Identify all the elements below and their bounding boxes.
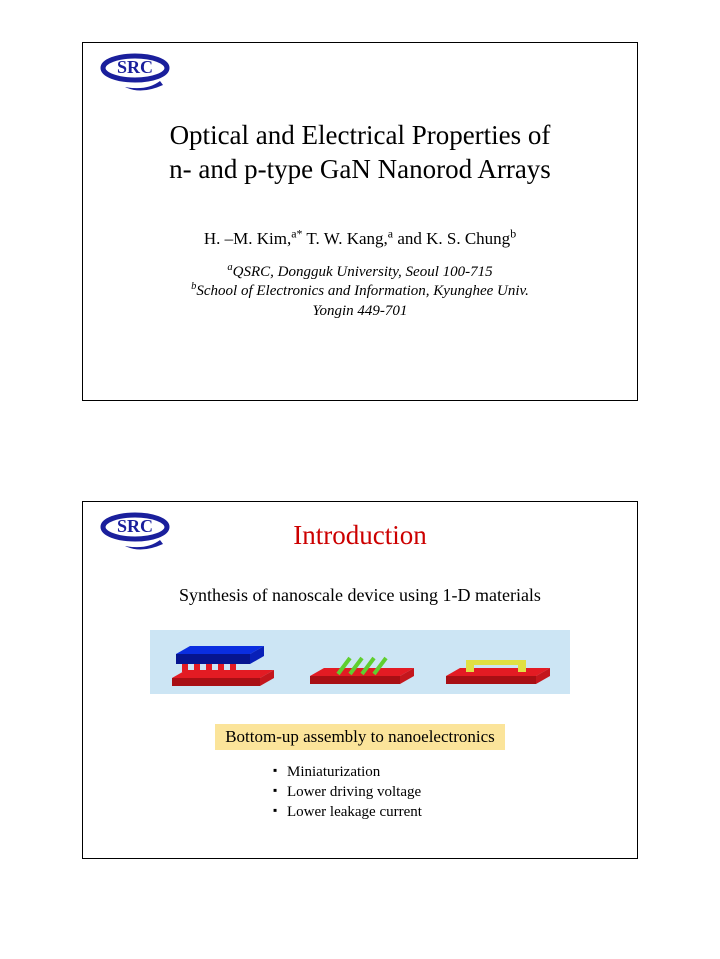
device-diagram-2 (300, 634, 420, 690)
title-line1: Optical and Electrical Properties of (170, 120, 551, 150)
slide2-subtitle: Synthesis of nanoscale device using 1-D … (83, 585, 637, 606)
bullet-item: Lower driving voltage (273, 782, 637, 802)
bullet-item: Lower leakage current (273, 802, 637, 822)
slide1-title: Optical and Electrical Properties of n- … (83, 119, 637, 187)
src-logo: SRC (97, 510, 185, 552)
device-diagram-3 (436, 634, 556, 690)
slide1-affiliations: aQSRC, Dongguk University, Seoul 100-715… (83, 263, 637, 322)
bullet-item: Miniaturization (273, 762, 637, 782)
device-diagram-1 (164, 634, 284, 690)
bullet-list: Miniaturization Lower driving voltage Lo… (273, 762, 637, 823)
highlight-box: Bottom-up assembly to nanoelectronics (215, 724, 505, 750)
slide1-authors: H. –M. Kim,a* T. W. Kang,a and K. S. Chu… (83, 229, 637, 249)
device-diagram-strip (150, 630, 570, 694)
slide-1: SRC Optical and Electrical Properties of… (82, 42, 638, 401)
slide-2: SRC Introduction Synthesis of nanoscale … (82, 501, 638, 860)
title-line2: n- and p-type GaN Nanorod Arrays (169, 154, 551, 184)
src-logo: SRC (97, 51, 185, 93)
affil-line2: bSchool of Electronics and Information, … (191, 283, 529, 299)
logo-text: SRC (117, 57, 153, 77)
svg-text:SRC: SRC (117, 516, 153, 536)
affil-line3: Yongin 449-701 (313, 303, 408, 319)
affil-line1: aQSRC, Dongguk University, Seoul 100-715 (227, 264, 492, 280)
